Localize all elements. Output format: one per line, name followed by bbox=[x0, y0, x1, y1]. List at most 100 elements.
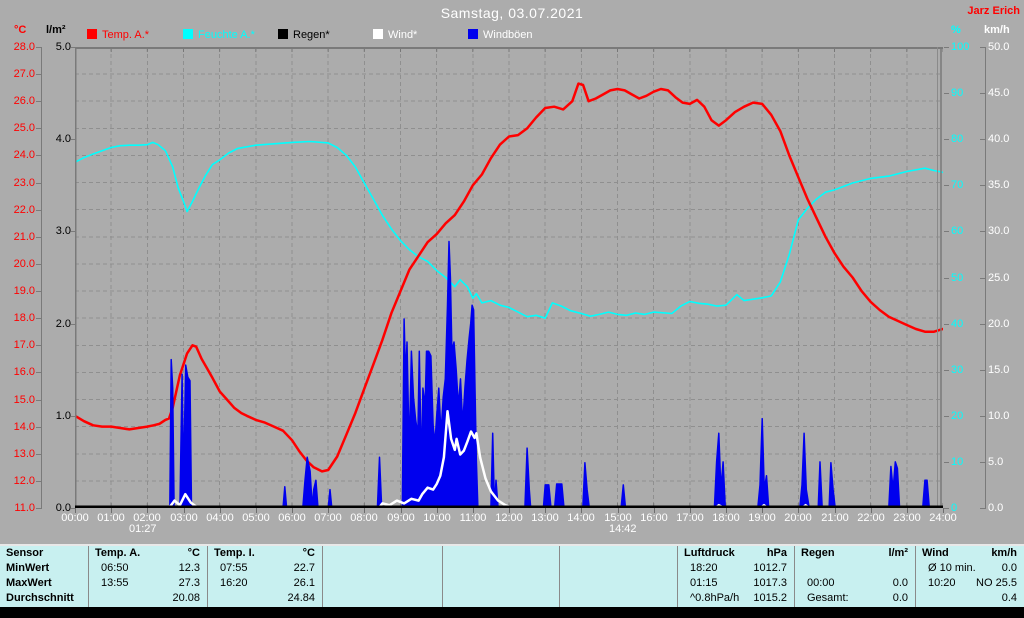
x-axis-tick bbox=[220, 508, 221, 513]
table-cell-time bbox=[323, 576, 435, 591]
axis-humidity-tick-label: 20 bbox=[951, 410, 964, 422]
table-column-luftdruck: Luftdruck hPa 18:20 1012.7 01:15 1017.3 ^0.8hP… bbox=[677, 546, 794, 607]
table-row bbox=[560, 561, 677, 576]
axis-humidity-tick bbox=[944, 370, 949, 371]
legend-item: Regen* bbox=[278, 29, 330, 41]
table-cell-value: NO 25.5 bbox=[976, 577, 1017, 589]
x-axis-tick bbox=[726, 508, 727, 513]
x-axis-tick bbox=[835, 508, 836, 513]
table-column-unit: km/h bbox=[991, 547, 1017, 559]
table-cell-value bbox=[670, 561, 677, 576]
x-axis-tick-label: 12:00 bbox=[495, 512, 523, 524]
axis-wind-tick bbox=[980, 185, 985, 186]
axis-wind-tick bbox=[980, 370, 985, 371]
table-column-unit: l/m² bbox=[888, 547, 908, 559]
table-cell-time: 18:20 bbox=[690, 562, 718, 574]
x-axis-tick-label: 24:00 bbox=[929, 512, 957, 524]
table-column-unit bbox=[552, 546, 559, 561]
table-cell-value: 1017.3 bbox=[753, 577, 787, 589]
table-row bbox=[443, 576, 559, 591]
table-cell-time: 10:20 bbox=[928, 577, 956, 589]
legend-label: Feuchte A.* bbox=[198, 29, 255, 41]
x-axis-tick bbox=[618, 508, 619, 513]
x-axis-tick-label: 18:00 bbox=[712, 512, 740, 524]
axis-wind-tick-label: 45.0 bbox=[988, 87, 1010, 99]
table-cell-time bbox=[795, 561, 908, 576]
table-cell-value: 26.1 bbox=[293, 577, 315, 589]
axis-temp-tick bbox=[36, 454, 41, 455]
page-title: Samstag, 03.07.2021 bbox=[440, 5, 584, 21]
x-axis-tick-label: 00:00 bbox=[61, 512, 89, 524]
table-cell-value: 0.0 bbox=[892, 577, 908, 589]
x-axis-tick-label: 16:00 bbox=[640, 512, 668, 524]
table-column-empty bbox=[322, 546, 442, 607]
table-header-row bbox=[560, 546, 677, 561]
x-axis-tick-label: 23:00 bbox=[893, 512, 921, 524]
table-column-empty bbox=[559, 546, 677, 607]
x-axis-tick-label: 05:00 bbox=[242, 512, 270, 524]
axis-temp-tick bbox=[36, 291, 41, 292]
axis-rain-tick-label: 5.0 bbox=[55, 41, 71, 53]
axis-humidity-tick-label: 50 bbox=[951, 272, 964, 284]
x-axis-tick bbox=[943, 508, 944, 513]
table-column-header bbox=[323, 546, 435, 561]
x-axis-tick bbox=[437, 508, 438, 513]
moonrise-marker: 01:27 bbox=[116, 523, 157, 537]
table-row: ^0.8hPa/h 1015.2 bbox=[678, 591, 794, 606]
table-header-row: Regen l/m² bbox=[795, 546, 915, 561]
axis-temp-tick-label: 25.0 bbox=[13, 122, 35, 134]
axis-temp-tick-label: 20.0 bbox=[13, 258, 35, 270]
table-cell-time bbox=[443, 561, 552, 576]
x-axis-tick-label: 15:00 bbox=[604, 512, 632, 524]
axis-temp-tick-label: 23.0 bbox=[13, 177, 35, 189]
x-axis-tick-label: 22:00 bbox=[857, 512, 885, 524]
legend-label: Regen* bbox=[293, 29, 330, 41]
axis-rain-tick bbox=[71, 231, 76, 232]
axis-rain-tick bbox=[71, 47, 76, 48]
axis-wind-tick-label: 10.0 bbox=[988, 410, 1010, 422]
table-column-unit bbox=[670, 546, 677, 561]
moonset-marker: 14:42 bbox=[596, 523, 637, 537]
station-name: Jarz Erich bbox=[967, 5, 1020, 17]
moonset-time: 14:42 bbox=[609, 523, 637, 535]
axis-wind-tick bbox=[980, 324, 985, 325]
x-axis-tick-label: 09:00 bbox=[387, 512, 415, 524]
axis-wind-tick-label: 50.0 bbox=[988, 41, 1010, 53]
axis-rain-tick bbox=[71, 416, 76, 417]
legend-swatch-icon bbox=[278, 29, 288, 39]
axis-wind-tick-label: 20.0 bbox=[988, 318, 1010, 330]
chart-plot-area bbox=[75, 47, 943, 508]
table-separator bbox=[0, 544, 1024, 546]
axis-temp-tick bbox=[36, 481, 41, 482]
table-column-header bbox=[560, 546, 670, 561]
table-column-wind: Wind km/h Ø 10 min. 0.0 10:20 NO 25.5 0.4 bbox=[915, 546, 1024, 607]
axis-rain-tick-label: 0.0 bbox=[55, 502, 71, 514]
x-axis-tick-label: 01:00 bbox=[97, 512, 125, 524]
x-axis-tick bbox=[871, 508, 872, 513]
axis-temp-tick-label: 18.0 bbox=[13, 312, 35, 324]
table-column-header: Wind bbox=[922, 547, 949, 559]
axis-humidity-tick-label: 0 bbox=[951, 502, 958, 514]
legend-swatch-icon bbox=[183, 29, 193, 39]
table-cell-value: 22.7 bbox=[293, 562, 315, 574]
axis-temp-tick bbox=[36, 508, 41, 509]
unit-label-rain: l/m² bbox=[46, 24, 66, 36]
axis-wind-tick bbox=[980, 47, 985, 48]
table-cell-value: 0.0 bbox=[892, 592, 908, 604]
axis-temp-tick bbox=[36, 74, 41, 75]
axis-humidity-tick-label: 100 bbox=[951, 41, 970, 53]
table-cell-value bbox=[670, 591, 677, 606]
axis-temp-tick bbox=[36, 427, 41, 428]
x-axis-tick bbox=[256, 508, 257, 513]
x-axis-tick-label: 20:00 bbox=[784, 512, 812, 524]
axis-wind-tick-label: 30.0 bbox=[988, 225, 1010, 237]
table-header-row bbox=[323, 546, 442, 561]
table-row bbox=[560, 591, 677, 606]
table-cell-time: 06:50 bbox=[101, 562, 129, 574]
axis-humidity-tick bbox=[944, 231, 949, 232]
table-header-row: Temp. A. °C bbox=[89, 546, 207, 561]
table-cell-time bbox=[560, 561, 670, 576]
table-cell-time bbox=[443, 576, 552, 591]
x-axis-tick bbox=[328, 508, 329, 513]
